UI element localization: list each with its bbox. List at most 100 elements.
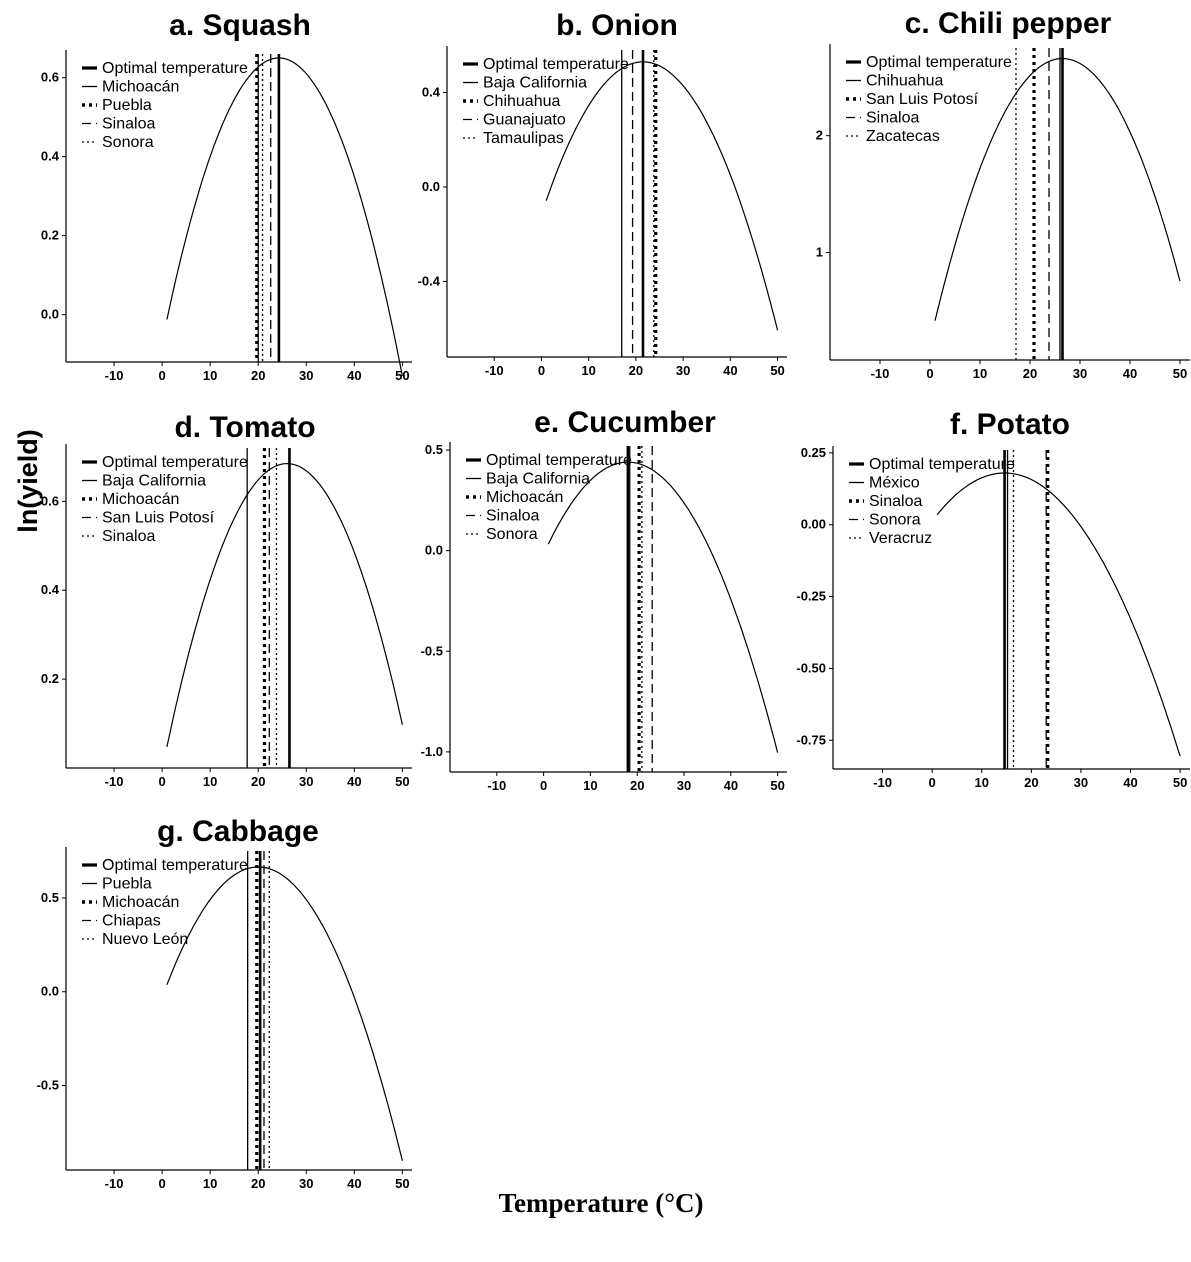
x-tick-label: 30 <box>1073 366 1087 381</box>
y-tick-label: 0.00 <box>801 517 826 532</box>
x-tick-label: 50 <box>1173 366 1187 381</box>
y-tick-label: -0.25 <box>796 589 826 604</box>
yield-curve <box>166 866 403 1161</box>
y-tick-label: 0.4 <box>422 85 441 100</box>
chart-panels: a. Squash-10 0 10 20 30 40 500.00.20.40.6Optim… <box>37 7 1190 1191</box>
legend-label: Michoacán <box>102 894 179 911</box>
legend-label: Michoacán <box>486 489 563 506</box>
legend-label: Veracruz <box>869 530 932 547</box>
x-tick-label: -10 <box>873 775 892 790</box>
x-tick-label: -10 <box>871 366 890 381</box>
x-tick-label: 40 <box>724 778 738 793</box>
x-tick-label: 40 <box>1123 775 1137 790</box>
x-tick-label: 40 <box>347 774 361 789</box>
x-tick-label: 30 <box>299 368 313 383</box>
x-tick-label: -10 <box>485 363 504 378</box>
legend-label: Michoacán <box>102 79 179 96</box>
y-tick-label: 0.0 <box>425 543 443 558</box>
y-tick-label: 0.0 <box>41 307 59 322</box>
x-tick-label: 40 <box>1123 366 1137 381</box>
legend-label: Michoacán <box>102 491 179 508</box>
legend-label: Optimal temperature <box>102 60 248 77</box>
legend-label: Sinaloa <box>486 508 539 525</box>
legend-label: Optimal temperature <box>866 54 1012 71</box>
y-tick-label: -0.4 <box>418 273 441 288</box>
x-tick-label: 50 <box>395 774 409 789</box>
x-tick-label: -10 <box>487 778 506 793</box>
x-tick-label: 10 <box>973 366 987 381</box>
y-tick-label: 0.0 <box>422 179 440 194</box>
legend-label: Tamaulipas <box>483 130 564 147</box>
x-tick-label: -10 <box>105 774 124 789</box>
x-tick-label: 0 <box>929 775 936 790</box>
x-tick-label: -10 <box>105 368 124 383</box>
x-tick-label: 30 <box>299 1176 313 1191</box>
legend-label: Sonora <box>869 512 921 529</box>
x-tick-label: 30 <box>299 774 313 789</box>
legend-label: San Luis Potosí <box>866 91 979 108</box>
y-tick-label: 2 <box>816 128 823 143</box>
yield-curve <box>545 61 779 331</box>
yield-curve <box>166 462 403 748</box>
x-tick-label: 10 <box>203 368 217 383</box>
panel-title: f. Potato <box>950 408 1070 441</box>
chart-panel: g. Cabbage -10 0 10 20 30 40 50 -0.5 0.0 0.5 Optima… <box>37 815 412 1191</box>
y-tick-label: 0.2 <box>41 228 59 243</box>
legend-label: Chiapas <box>102 913 161 930</box>
legend-label: Optimal temperature <box>486 452 632 469</box>
yield-curve <box>547 461 779 753</box>
legend-label: Guanajuato <box>483 112 566 129</box>
x-tick-label: 0 <box>926 366 933 381</box>
x-axis-label: Temperature (°C) <box>498 1188 703 1218</box>
x-tick-label: 50 <box>395 1176 409 1191</box>
legend-label: Sinaloa <box>866 110 919 127</box>
panel-title: d. Tomato <box>174 411 315 444</box>
y-tick-label: -0.75 <box>796 732 826 747</box>
panel-title: g. Cabbage <box>157 815 319 848</box>
chart-panel: e. Cucumber -10 0 10 20 30 40 50 -1.0 -0.5 0.0 0.5 O… <box>421 406 787 793</box>
legend-label: Nuevo León <box>102 931 188 948</box>
legend-label: México <box>869 475 920 492</box>
x-tick-label: 40 <box>723 363 737 378</box>
legend-label: Optimal temperature <box>869 456 1015 473</box>
chart-panel: c. Chili pepper -10 0 10 20 30 40 50 1 2 Optimal t… <box>816 7 1190 381</box>
legend-label: San Luis Potosí <box>102 510 215 527</box>
x-tick-label: 10 <box>203 774 217 789</box>
x-tick-label: 20 <box>1024 775 1038 790</box>
legend-label: Optimal temperature <box>483 56 629 73</box>
x-tick-label: 20 <box>251 368 265 383</box>
chart-panel: f. Potato -10 0 10 20 30 40 50 -0.75 -0.50 -0.25 0.… <box>796 408 1190 790</box>
x-tick-label: 10 <box>581 363 595 378</box>
panel-title: b. Onion <box>556 9 678 42</box>
legend-label: Baja California <box>483 75 587 92</box>
y-tick-label: 0.4 <box>41 582 60 597</box>
x-tick-label: 20 <box>251 1176 265 1191</box>
legend-label: Sinaloa <box>102 116 155 133</box>
x-tick-label: 0 <box>540 778 547 793</box>
x-tick-label: 20 <box>629 363 643 378</box>
y-tick-label: -0.50 <box>796 660 826 675</box>
x-tick-label: 50 <box>1173 775 1187 790</box>
x-tick-label: 50 <box>770 363 784 378</box>
x-tick-label: 30 <box>1074 775 1088 790</box>
legend-label: Sonora <box>486 526 538 543</box>
legend-label: Baja California <box>102 473 206 490</box>
x-tick-label: 0 <box>538 363 545 378</box>
y-tick-label: 0.25 <box>801 445 826 460</box>
chart-panel: a. Squash-10 0 10 20 30 40 500.00.20.40.6Optim… <box>41 9 412 383</box>
x-tick-label: 10 <box>203 1176 217 1191</box>
yield-curve <box>934 57 1181 321</box>
x-tick-label: -10 <box>105 1176 124 1191</box>
legend-label: Chihuahua <box>483 93 561 110</box>
panel-title: e. Cucumber <box>534 406 716 439</box>
y-tick-label: -0.5 <box>421 643 443 658</box>
x-tick-label: 0 <box>158 368 165 383</box>
legend-label: Puebla <box>102 876 152 893</box>
x-tick-label: 30 <box>677 778 691 793</box>
y-tick-label: 0.4 <box>41 149 60 164</box>
y-tick-label: 1 <box>816 244 823 259</box>
legend-label: Chihuahua <box>866 73 944 90</box>
legend-label: Optimal temperature <box>102 454 248 471</box>
y-tick-label: 0.6 <box>41 70 59 85</box>
